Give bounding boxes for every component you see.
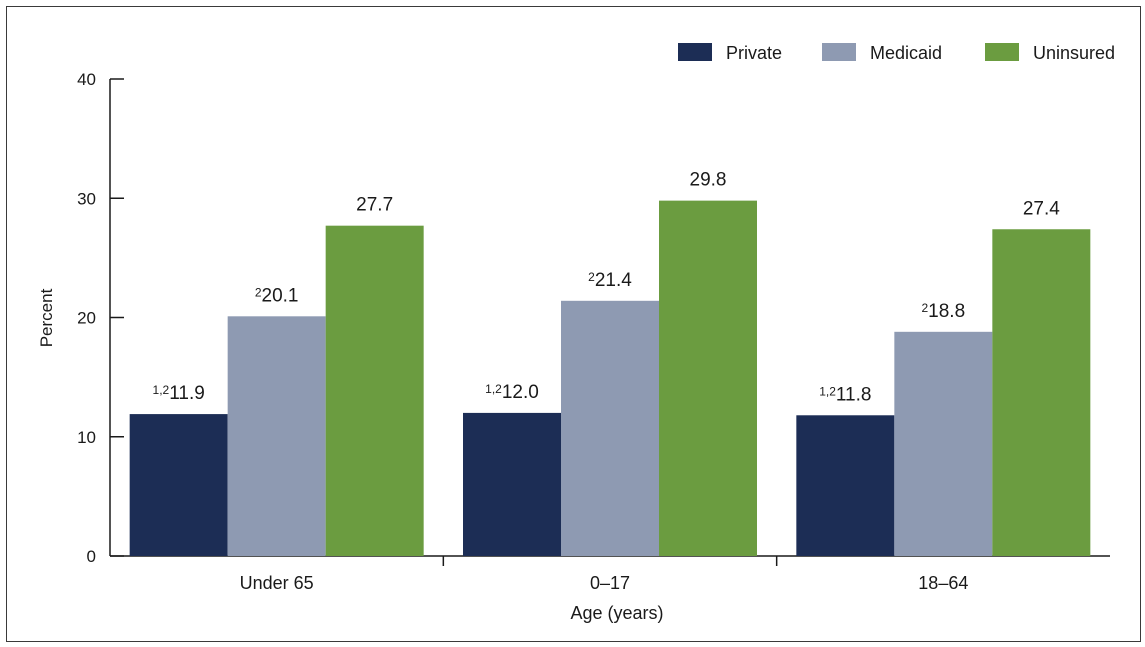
data-label: 27.7 <box>356 195 393 216</box>
data-label-value: 29.8 <box>690 170 727 191</box>
y-axis: 0 10 20 30 40 <box>77 70 124 566</box>
data-label-value: 27.4 <box>1023 198 1060 219</box>
legend-swatch-medicaid <box>822 43 856 61</box>
legend: Private Medicaid Uninsured <box>678 43 1115 63</box>
y-tick-label: 10 <box>77 428 96 447</box>
y-tick-label: 0 <box>87 547 96 566</box>
data-label-value: 18.8 <box>928 301 965 322</box>
bar-private <box>129 414 228 556</box>
data-label-footnote: 2 <box>588 270 595 284</box>
data-label: 1,211.9 <box>153 383 205 404</box>
x-tick-label: Under 65 <box>240 573 314 593</box>
data-label-value: 20.1 <box>262 285 299 306</box>
bar-private <box>463 412 561 556</box>
data-label-footnote: 1,2 <box>485 382 502 396</box>
bar-uninsured <box>325 225 424 557</box>
bar-medicaid <box>561 300 659 556</box>
data-label: 29.8 <box>690 170 727 191</box>
x-tick-label: 18–64 <box>918 573 968 593</box>
data-label: 220.1 <box>255 285 299 306</box>
bar-uninsured <box>992 229 1091 556</box>
y-tick-label: 30 <box>77 189 96 208</box>
data-label: 221.4 <box>588 270 632 291</box>
legend-swatch-uninsured <box>985 43 1019 61</box>
x-tick-label: 0–17 <box>590 573 630 593</box>
x-axis-title: Age (years) <box>570 603 663 623</box>
data-label: 1,211.8 <box>819 384 871 405</box>
y-tick-label: 20 <box>77 309 96 328</box>
data-label: 1,212.0 <box>485 382 539 403</box>
bar-labels: 1,211.9220.127.71,212.0221.429.81,211.82… <box>153 170 1061 406</box>
bar-private <box>796 415 895 556</box>
legend-label-uninsured: Uninsured <box>1033 43 1115 63</box>
data-label-footnote: 1,2 <box>153 383 170 397</box>
data-label-footnote: 1,2 <box>819 384 836 398</box>
data-label: 218.8 <box>921 301 965 322</box>
legend-swatch-private <box>678 43 712 61</box>
legend-label-private: Private <box>726 43 782 63</box>
data-label-footnote: 2 <box>921 301 928 315</box>
bars <box>129 200 1091 557</box>
data-label-value: 11.8 <box>836 384 872 405</box>
bar-uninsured <box>659 200 757 556</box>
data-label-value: 12.0 <box>502 382 539 403</box>
y-axis-title: Percent <box>37 288 56 347</box>
bar-medicaid <box>227 316 326 556</box>
legend-label-medicaid: Medicaid <box>870 43 942 63</box>
x-axis: Under 65 0–17 18–64 <box>110 555 1110 593</box>
bar-medicaid <box>894 331 993 556</box>
data-label-value: 21.4 <box>595 270 632 291</box>
data-label-footnote: 2 <box>255 286 262 300</box>
data-label-value: 27.7 <box>356 195 393 216</box>
y-tick-label: 40 <box>77 70 96 89</box>
data-label: 27.4 <box>1023 198 1060 219</box>
data-label-value: 11.9 <box>169 383 205 404</box>
